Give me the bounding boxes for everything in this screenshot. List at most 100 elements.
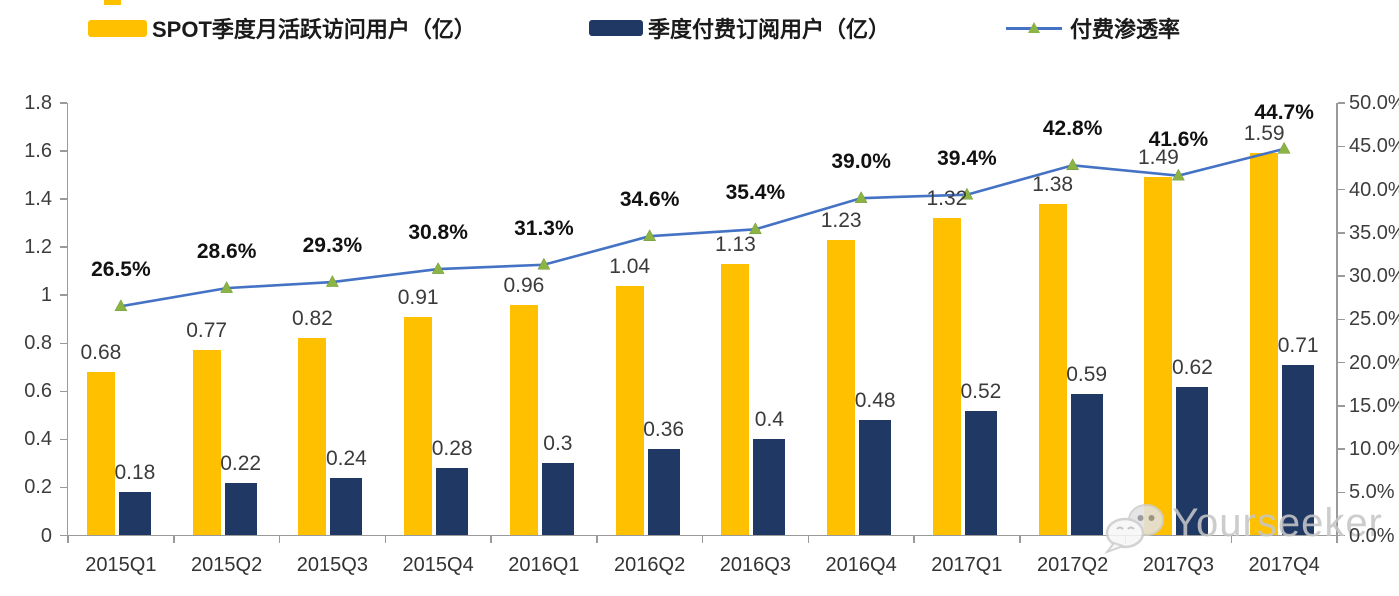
y-axis-label-left: 1.4 (24, 188, 52, 211)
x-axis-label: 2016Q3 (719, 554, 791, 576)
x-axis-label: 2017Q2 (1037, 554, 1109, 576)
penetration-value-label: 31.3% (514, 216, 574, 240)
y-axis-tick-right (1337, 318, 1345, 320)
bar-mau (721, 263, 750, 536)
triangle-marker (854, 191, 868, 203)
bar-mau (298, 338, 327, 536)
penetration-line (120, 147, 1285, 308)
legend-label-subs: 季度付费订阅用户（亿） (648, 17, 891, 42)
y-axis-tick-left (60, 246, 67, 248)
penetration-value-label: 39.4% (937, 146, 997, 170)
x-axis-label: 2015Q1 (85, 554, 157, 576)
x-axis-tick (1230, 535, 1232, 543)
subs-series-swatch (589, 20, 643, 36)
subs-value-label: 0.4 (754, 408, 784, 432)
bar-subs (1070, 393, 1103, 536)
mau-value-label: 0.82 (291, 307, 333, 331)
bar-subs (859, 420, 892, 536)
y-axis-label-right: 5.0% (1349, 481, 1395, 504)
y-axis-tick-right (1337, 232, 1345, 234)
y-axis-label-left: 1.6 (24, 140, 52, 163)
bar-mau (404, 316, 433, 536)
y-axis-tick-left (60, 438, 67, 441)
y-axis-tick-right (1337, 275, 1345, 277)
y-axis-tick-left (60, 198, 67, 200)
y-axis-tick-right (1337, 448, 1345, 450)
bar-subs (436, 468, 469, 536)
y-axis-label-right: 20.0% (1349, 351, 1399, 374)
subs-value-label: 0.71 (1277, 333, 1319, 357)
mau-value-label: 1.59 (1243, 122, 1285, 146)
legend-item-penetration: 付费渗透率 (1006, 14, 1180, 42)
x-axis-label: 2015Q3 (296, 554, 368, 576)
y-axis-label-left: 0.2 (24, 476, 52, 499)
x-axis-label: 2015Q4 (402, 554, 474, 576)
y-axis-label-right: 0.0% (1349, 524, 1395, 547)
watermark-text: Yourseeker (1172, 501, 1383, 545)
y-axis-label-right: 25.0% (1349, 308, 1399, 331)
x-axis-label: 2017Q4 (1248, 554, 1320, 576)
mau-value-label: 0.68 (80, 341, 122, 365)
bar-subs (224, 482, 257, 536)
bar-subs (753, 439, 786, 536)
y-axis-label-left: 1.2 (24, 236, 52, 259)
x-axis-tick (1336, 535, 1338, 543)
x-axis (66, 534, 1337, 536)
x-axis-label: 2017Q1 (931, 554, 1003, 576)
y-axis-tick-left (60, 102, 67, 104)
bar-mau (509, 304, 538, 536)
subs-value-label: 0.18 (114, 461, 156, 485)
y-axis-tick-left (60, 486, 67, 489)
watermark: Yourseeker (1104, 500, 1383, 556)
x-axis-tick (67, 535, 69, 543)
x-axis-tick (384, 535, 386, 543)
x-axis-label: 2016Q1 (508, 554, 580, 576)
x-axis-tick (1019, 535, 1021, 543)
subs-value-label: 0.62 (1171, 355, 1213, 379)
y-axis-tick-right (1337, 102, 1345, 104)
subs-value-label: 0.22 (220, 451, 262, 475)
bar-subs (330, 477, 363, 536)
x-axis-tick (278, 535, 281, 543)
y-axis-tick-right (1337, 145, 1345, 147)
x-axis-tick (701, 535, 704, 543)
legend-item-subs: 季度付费订阅用户（亿） (589, 14, 890, 42)
triangle-marker (537, 257, 551, 270)
bar-subs (118, 492, 151, 536)
triangle-marker (1066, 158, 1080, 171)
y-axis-label-right: 40.0% (1349, 178, 1399, 201)
bar-mau (932, 218, 961, 536)
mau-value-label: 1.04 (609, 254, 651, 278)
wechat-icon (1104, 504, 1164, 555)
penetration-value-label: 30.8% (408, 221, 468, 245)
y-axis-label-right: 10.0% (1349, 438, 1399, 460)
bar-mau (615, 285, 644, 536)
triangle-marker (431, 262, 445, 274)
penetration-value-label: 29.3% (302, 234, 363, 258)
subs-value-label: 0.24 (325, 446, 367, 470)
penetration-value-label: 39.0% (831, 150, 891, 174)
subs-value-label: 0.59 (1066, 362, 1108, 386)
subs-value-label: 0.48 (854, 389, 896, 413)
triangle-marker (643, 229, 657, 241)
penetration-value-label: 41.6% (1148, 127, 1209, 151)
legend-label-penetration: 付费渗透率 (1070, 17, 1181, 42)
y-axis-tick-right (1337, 491, 1345, 493)
mau-value-label: 0.91 (397, 285, 439, 309)
x-axis-tick (173, 535, 175, 543)
y-axis-label-right: 30.0% (1349, 265, 1399, 287)
y-axis-tick-left (60, 534, 67, 537)
triangle-marker (1171, 168, 1185, 181)
y-axis-tick-left (60, 342, 67, 345)
penetration-value-label: 44.7% (1254, 100, 1314, 124)
mau-value-label: 1.23 (820, 208, 862, 232)
bar-mau (827, 239, 856, 536)
y-axis-label-left: 0 (40, 524, 52, 547)
subs-value-label: 0.28 (431, 437, 473, 461)
x-axis-label: 2016Q2 (614, 554, 686, 576)
mau-value-label: 0.96 (503, 273, 545, 297)
x-axis-tick (807, 535, 809, 543)
y-axis-tick-left (60, 294, 67, 296)
triangle-marker (114, 299, 128, 312)
